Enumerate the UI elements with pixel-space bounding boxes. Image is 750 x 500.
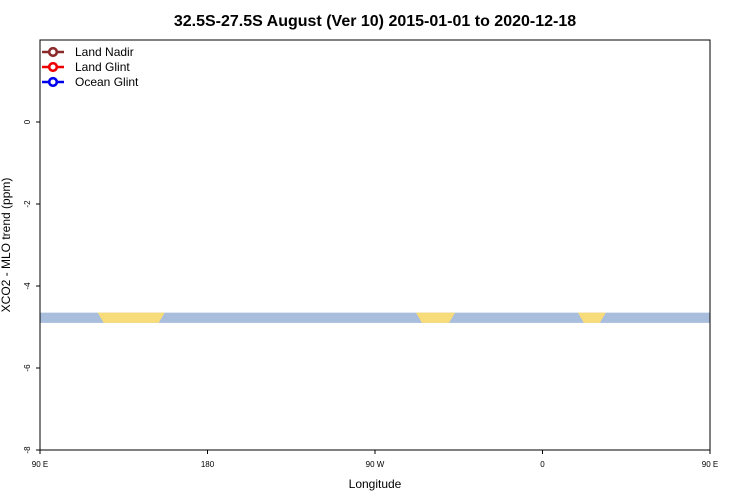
plot-frame: [39, 39, 711, 451]
x-axis-label: Longitude: [349, 477, 402, 491]
y-tick-label: -6: [23, 364, 32, 372]
ocean-band: [40, 312, 710, 323]
y-tick-label: -2: [23, 200, 32, 208]
y-tick-label: -4: [23, 282, 32, 290]
x-tick-label: 90 E: [702, 460, 718, 469]
land-ocean-band: [40, 312, 710, 323]
x-tick-label: 90 W: [366, 460, 385, 469]
legend-item-0: Land Nadir: [42, 45, 134, 59]
legend-marker: [47, 46, 59, 58]
y-tick-label: -8: [23, 446, 32, 454]
legend-label: Land Glint: [75, 60, 130, 74]
land-segment-2: [415, 312, 456, 323]
legend-marker: [47, 61, 59, 73]
land-segment-3: [577, 312, 606, 323]
y-axis-label: XCO2 - MLO trend (ppm): [0, 178, 13, 313]
x-axis: 90 E 180 90 W 0 90 E: [32, 450, 718, 469]
y-tick-label: 0: [23, 119, 32, 124]
x-tick-label: 90 E: [32, 460, 48, 469]
legend-item-2: Ocean Glint: [42, 75, 139, 89]
x-tick-label: 180: [201, 460, 215, 469]
legend-item-1: Land Glint: [42, 60, 130, 74]
y-axis: 0 -2 -4 -6 -8: [23, 119, 40, 454]
chart-title: 32.5S-27.5S August (Ver 10) 2015-01-01 t…: [174, 13, 576, 30]
legend-label: Land Nadir: [75, 45, 134, 59]
x-tick-label: 0: [540, 460, 545, 469]
legend-label: Ocean Glint: [75, 75, 139, 89]
legend-marker: [47, 76, 59, 88]
land-segment-1: [97, 312, 165, 323]
